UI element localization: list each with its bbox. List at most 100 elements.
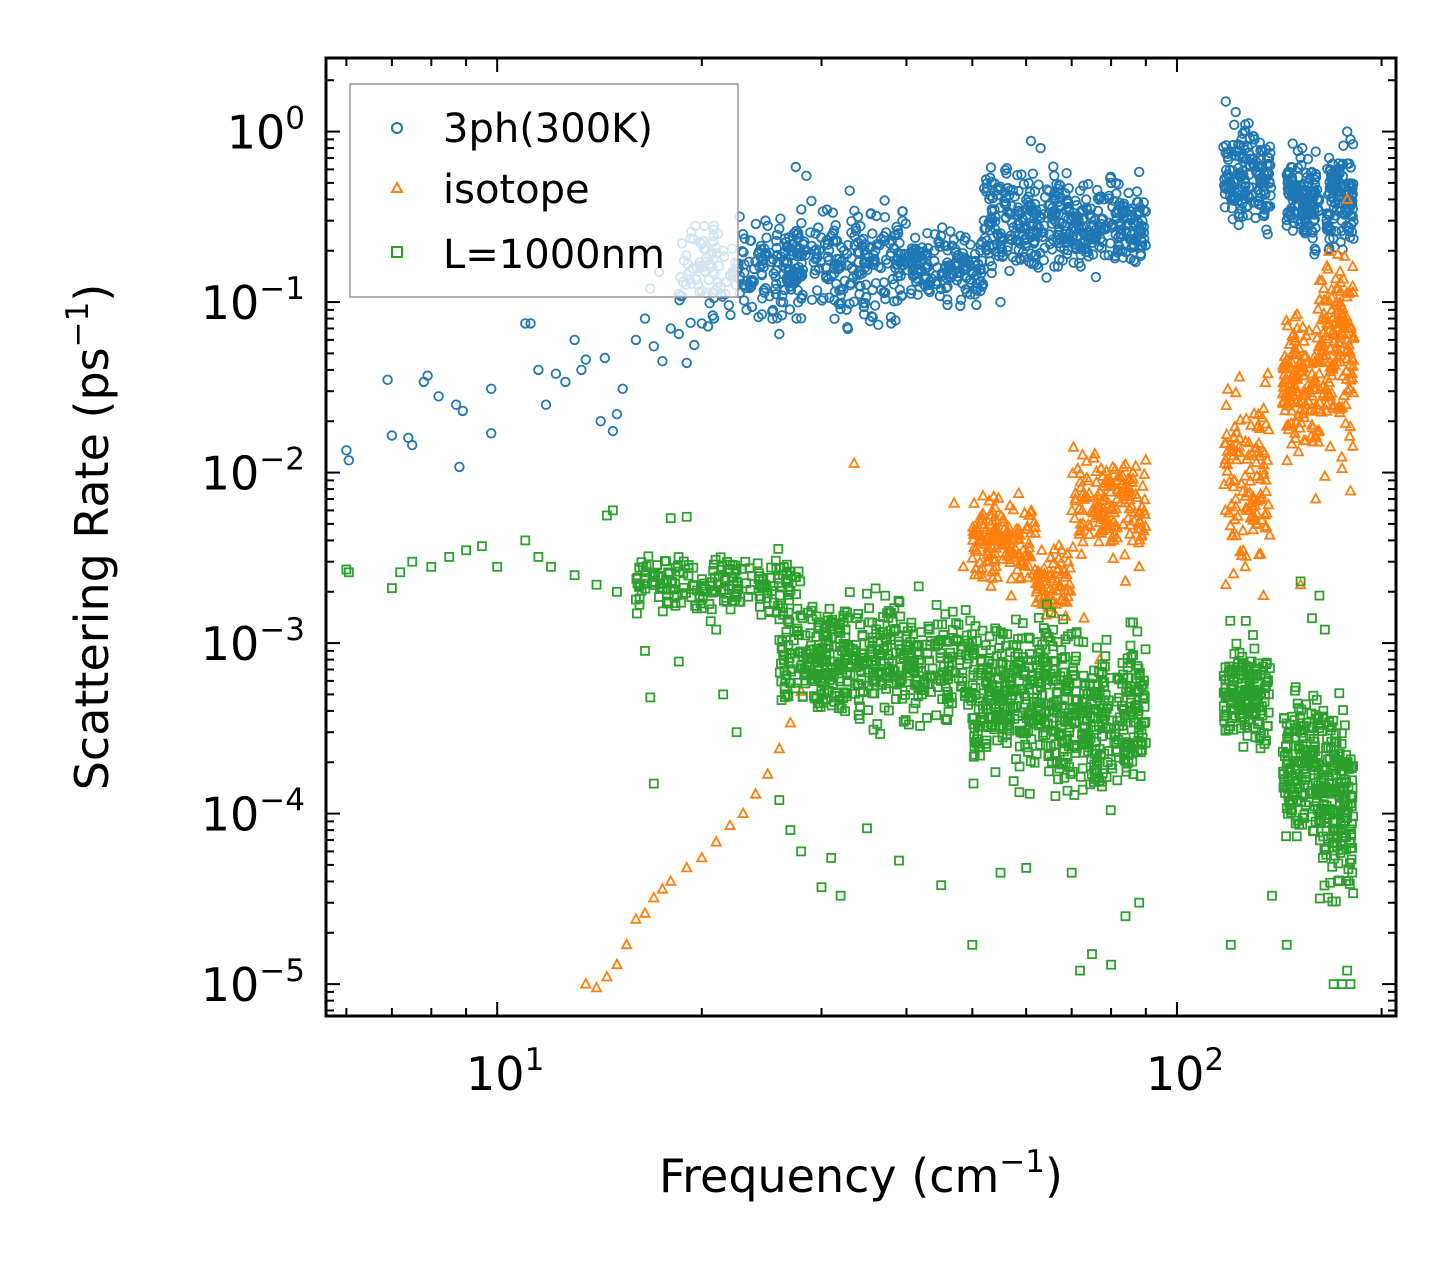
data-point-square xyxy=(880,590,891,601)
data-point-circle xyxy=(951,275,963,286)
data-point-triangle xyxy=(1228,512,1241,525)
data-point-circle xyxy=(1002,241,1014,253)
data-point-square xyxy=(766,562,777,573)
data-point-triangle xyxy=(1287,373,1300,385)
y-tick-label: 10−1 xyxy=(201,271,305,330)
data-point-circle xyxy=(971,299,982,311)
data-point-square xyxy=(828,618,839,629)
data-point-circle xyxy=(1061,167,1072,179)
data-point-triangle xyxy=(1256,410,1269,423)
data-point-triangle xyxy=(1063,561,1077,573)
data-point-triangle xyxy=(773,741,786,754)
data-point-triangle xyxy=(1337,314,1350,327)
data-point-triangle xyxy=(610,957,624,970)
data-point-circle xyxy=(1046,244,1058,255)
data-point-circle xyxy=(1049,261,1060,272)
data-point-circle xyxy=(1236,171,1247,182)
data-point-circle xyxy=(793,232,805,244)
data-point-triangle xyxy=(590,981,603,993)
data-point-square xyxy=(834,620,845,630)
data-point-triangle xyxy=(1309,492,1322,504)
data-point-triangle xyxy=(1246,522,1260,535)
data-point-square xyxy=(904,719,914,730)
data-point-square xyxy=(1035,665,1046,676)
y-tick-label: 10−4 xyxy=(201,783,305,842)
data-point-circle xyxy=(761,232,772,244)
data-point-square xyxy=(1263,707,1274,718)
data-point-square xyxy=(1031,697,1042,707)
data-point-square xyxy=(883,650,893,660)
data-point-circle xyxy=(867,312,878,323)
data-point-circle xyxy=(1044,199,1056,211)
data-point-square xyxy=(913,581,924,592)
data-point-square xyxy=(1017,618,1028,629)
data-point-circle xyxy=(1262,228,1273,240)
data-point-circle xyxy=(1000,164,1011,176)
plot-frame xyxy=(324,56,1398,1018)
data-point-triangle xyxy=(1018,559,1031,571)
data-point-square xyxy=(706,604,717,615)
data-point-square xyxy=(968,778,979,789)
data-point-circle xyxy=(1018,178,1030,190)
data-point-circle xyxy=(639,313,651,324)
data-point-circle xyxy=(960,284,971,295)
data-point-circle xyxy=(1110,177,1122,189)
data-point-square xyxy=(1321,843,1331,854)
data-point-circle xyxy=(707,310,718,321)
data-point-square xyxy=(1343,801,1353,812)
data-point-square xyxy=(1078,734,1089,745)
data-point-square xyxy=(1067,709,1078,719)
data-point-circle xyxy=(457,405,469,417)
data-point-square xyxy=(797,613,808,623)
data-point-square xyxy=(1295,576,1306,587)
data-point-square xyxy=(1265,663,1275,673)
data-point-triangle xyxy=(966,533,980,545)
data-point-square xyxy=(894,855,904,866)
data-point-square xyxy=(908,703,919,714)
y-tick-label: 10−3 xyxy=(201,612,305,671)
data-point-square xyxy=(1051,674,1062,685)
data-point-square xyxy=(683,563,694,574)
data-point-square xyxy=(1117,678,1127,689)
data-point-circle xyxy=(1049,170,1060,182)
data-point-circle xyxy=(910,253,921,265)
data-point-square xyxy=(936,676,946,686)
data-point-square xyxy=(773,544,784,554)
data-point-circle xyxy=(1136,220,1147,232)
data-point-triangle xyxy=(1285,361,1298,373)
data-point-triangle xyxy=(1106,460,1119,472)
data-point-square xyxy=(992,735,1003,746)
data-point-square xyxy=(1086,754,1097,765)
data-point-square xyxy=(1329,826,1340,837)
data-point-square xyxy=(546,561,556,572)
data-point-circle xyxy=(1310,168,1322,180)
data-point-square xyxy=(881,684,891,694)
data-point-square xyxy=(778,562,789,572)
data-point-square xyxy=(612,586,622,597)
data-point-circle xyxy=(1029,235,1040,247)
data-point-circle xyxy=(1105,177,1117,189)
data-point-square xyxy=(842,642,853,653)
data-point-square xyxy=(812,661,823,671)
y-tick-label: 10−2 xyxy=(201,442,305,501)
data-point-square xyxy=(942,636,953,647)
data-point-square xyxy=(731,564,742,575)
data-point-circle xyxy=(1114,197,1126,209)
data-point-triangle xyxy=(1320,259,1334,271)
data-point-square xyxy=(602,510,612,521)
data-point-triangle xyxy=(976,570,989,582)
data-point-square xyxy=(1112,715,1123,726)
data-point-triangle xyxy=(1039,588,1052,600)
data-point-square xyxy=(1304,788,1315,798)
data-point-triangle xyxy=(1222,506,1236,518)
data-point-square xyxy=(864,637,875,648)
data-point-circle xyxy=(1083,230,1095,241)
data-point-triangle xyxy=(1250,506,1264,519)
data-point-circle xyxy=(941,266,953,278)
data-point-triangle xyxy=(1346,259,1359,272)
data-point-triangle xyxy=(1133,559,1146,572)
data-point-triangle xyxy=(1314,382,1327,395)
data-point-square xyxy=(1223,724,1234,734)
data-point-square xyxy=(1097,731,1107,742)
data-point-square xyxy=(1345,858,1355,868)
